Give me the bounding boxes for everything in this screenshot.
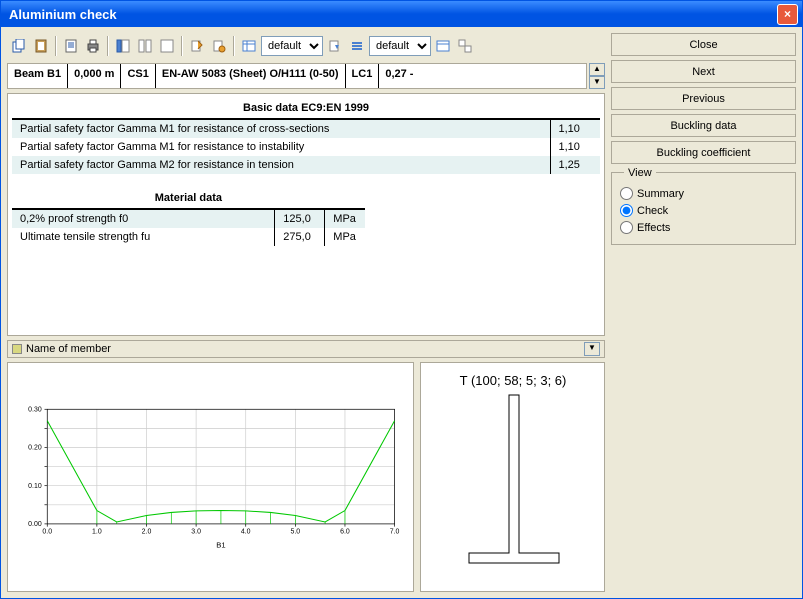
toolbar: default default	[7, 33, 605, 59]
options-icon[interactable]	[455, 36, 475, 56]
svg-text:0.10: 0.10	[28, 483, 42, 490]
content: default default Beam B1 0,000 m CS1 EN-A…	[1, 27, 802, 598]
buckling-data-button[interactable]: Buckling data	[611, 114, 796, 137]
radio-effects[interactable]: Effects	[620, 219, 787, 236]
basic-data-table: Basic data EC9:EN 1999 Partial safety fa…	[12, 98, 600, 174]
table-row: Ultimate tensile strength fu275,0MPa	[12, 228, 365, 246]
svg-text:2.0: 2.0	[142, 529, 152, 536]
toolbar-separator	[233, 36, 235, 56]
template-select-1[interactable]: default	[261, 36, 323, 56]
info-bar: Beam B1 0,000 m CS1 EN-AW 5083 (Sheet) O…	[7, 63, 587, 89]
close-button[interactable]: Close	[611, 33, 796, 56]
info-beam: Beam B1	[8, 64, 68, 88]
info-ratio: 0,27 -	[379, 64, 419, 88]
edit1-icon[interactable]	[187, 36, 207, 56]
table-row: Partial safety factor Gamma M2 for resis…	[12, 156, 600, 174]
layout-full-icon[interactable]	[157, 36, 177, 56]
svg-text:0.0: 0.0	[42, 529, 52, 536]
next-button[interactable]: Next	[611, 60, 796, 83]
layout-left-icon[interactable]	[113, 36, 133, 56]
svg-text:0.20: 0.20	[28, 445, 42, 452]
svg-text:5.0: 5.0	[291, 529, 301, 536]
view-legend: View	[624, 167, 656, 179]
svg-text:4.0: 4.0	[241, 529, 251, 536]
scroll-down-icon[interactable]: ▼	[589, 76, 605, 89]
data-panel: Basic data EC9:EN 1999 Partial safety fa…	[7, 93, 605, 336]
info-cs: CS1	[121, 64, 155, 88]
titlebar[interactable]: Aluminium check ×	[1, 1, 802, 27]
toolbar-separator	[181, 36, 183, 56]
right-column: Close Next Previous Buckling data Buckli…	[611, 33, 796, 592]
previous-button[interactable]: Previous	[611, 87, 796, 110]
layout-split-icon[interactable]	[135, 36, 155, 56]
svg-text:6.0: 6.0	[340, 529, 350, 536]
info-material: EN-AW 5083 (Sheet) O/H111 (0-50)	[156, 64, 346, 88]
chart: 0.00 0.10 0.20 0.30 0.0 1.0 2.0 3.0 4.0 5.0 6.0 7.0…	[16, 371, 405, 583]
legend-swatch	[12, 344, 22, 354]
chart-panel: 0.00 0.10 0.20 0.30 0.0 1.0 2.0 3.0 4.0 5.0 6.0 7.0…	[7, 362, 414, 592]
svg-text:3.0: 3.0	[191, 529, 201, 536]
radio-check[interactable]: Check	[620, 202, 787, 219]
material-table-title: Material data	[12, 188, 365, 209]
section-panel: T (100; 58; 5; 3; 6)	[420, 362, 605, 592]
window-title: Aluminium check	[5, 7, 777, 22]
svg-text:0.30: 0.30	[28, 406, 42, 413]
close-icon[interactable]: ×	[777, 4, 798, 25]
t-section-shape	[469, 395, 559, 563]
toolbar-separator	[107, 36, 109, 56]
info-scroll: ▲ ▼	[589, 63, 605, 89]
bars-icon[interactable]	[347, 36, 367, 56]
apply2-icon[interactable]	[433, 36, 453, 56]
table-row: Partial safety factor Gamma M1 for resis…	[12, 119, 600, 138]
basic-table-title: Basic data EC9:EN 1999	[12, 98, 600, 119]
material-data-table: Material data 0,2% proof strength f0125,…	[12, 188, 365, 246]
svg-text:7.0: 7.0	[390, 529, 400, 536]
page-setup-icon[interactable]	[61, 36, 81, 56]
bottom-row: 0.00 0.10 0.20 0.30 0.0 1.0 2.0 3.0 4.0 5.0 6.0 7.0…	[7, 362, 605, 592]
legend-label: Name of member	[26, 343, 111, 355]
apply1-icon[interactable]	[325, 36, 345, 56]
section-title: T (100; 58; 5; 3; 6)	[460, 373, 567, 388]
section-drawing: T (100; 58; 5; 3; 6)	[421, 363, 606, 591]
left-column: default default Beam B1 0,000 m CS1 EN-A…	[7, 33, 605, 592]
view-fieldset: View Summary Check Effects	[611, 172, 796, 245]
radio-summary[interactable]: Summary	[620, 185, 787, 202]
svg-text:0.00: 0.00	[28, 521, 42, 528]
print-icon[interactable]	[83, 36, 103, 56]
svg-text:B1: B1	[216, 541, 225, 550]
toolbar-separator	[55, 36, 57, 56]
scroll-up-icon[interactable]: ▲	[589, 63, 605, 76]
svg-text:1.0: 1.0	[92, 529, 102, 536]
legend-dropdown-icon[interactable]: ▼	[584, 342, 600, 356]
window: Aluminium check × default	[0, 0, 803, 599]
table-icon[interactable]	[239, 36, 259, 56]
buckling-coeff-button[interactable]: Buckling coefficient	[611, 141, 796, 164]
legend-bar: Name of member ▼	[7, 340, 605, 358]
table-row: Partial safety factor Gamma M1 for resis…	[12, 138, 600, 156]
table-row: 0,2% proof strength f0125,0MPa	[12, 209, 365, 228]
template-select-2[interactable]: default	[369, 36, 431, 56]
edit2-icon[interactable]	[209, 36, 229, 56]
info-position: 0,000 m	[68, 64, 121, 88]
copy-icon[interactable]	[9, 36, 29, 56]
paste-icon[interactable]	[31, 36, 51, 56]
info-lc: LC1	[346, 64, 380, 88]
